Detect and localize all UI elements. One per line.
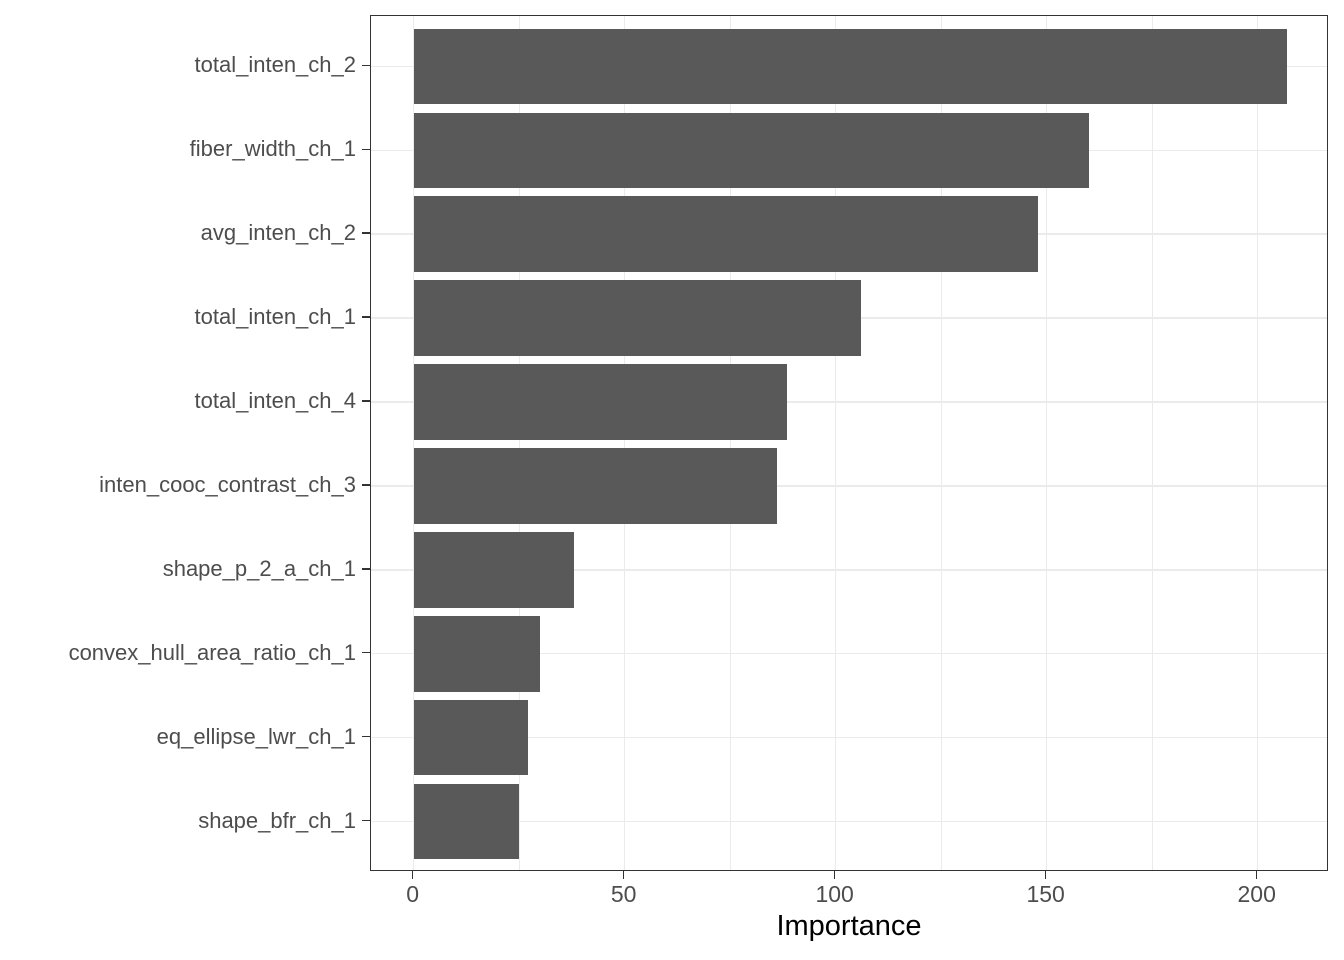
x-axis-tick-label: 50 xyxy=(610,881,637,907)
x-minor-gridline xyxy=(518,16,520,870)
y-major-gridline xyxy=(371,485,1327,487)
x-tick-mark xyxy=(1255,871,1258,879)
y-axis-label-total_inten_ch_2: total_inten_ch_2 xyxy=(194,52,356,78)
bar-total_inten_ch_4 xyxy=(413,364,788,440)
y-major-gridline xyxy=(371,569,1327,571)
x-major-gridline xyxy=(834,16,837,870)
x-axis-title: Importance xyxy=(776,910,922,942)
y-axis-label-fiber_width_ch_1: fiber_width_ch_1 xyxy=(189,136,356,162)
x-tick-mark xyxy=(622,871,625,879)
y-tick-mark xyxy=(362,652,370,654)
y-axis-label-avg_inten_ch_2: avg_inten_ch_2 xyxy=(200,220,356,246)
y-major-gridline xyxy=(371,653,1327,655)
y-tick-mark xyxy=(362,819,370,822)
bar-shape_p_2_a_ch_1 xyxy=(413,532,574,608)
y-axis-label-total_inten_ch_1: total_inten_ch_1 xyxy=(194,304,356,330)
y-major-gridline xyxy=(371,820,1327,823)
y-tick-mark xyxy=(362,568,370,570)
bar-eq_ellipse_lwr_ch_1 xyxy=(413,699,528,776)
x-axis-tick-label: 100 xyxy=(815,881,854,907)
y-tick-mark xyxy=(362,736,370,738)
bar-total_inten_ch_1 xyxy=(413,280,861,356)
x-major-gridline xyxy=(1045,16,1048,870)
y-axis-label-shape_bfr_ch_1: shape_bfr_ch_1 xyxy=(198,807,356,833)
y-tick-mark xyxy=(362,484,370,486)
x-axis-tick-label: 200 xyxy=(1237,881,1276,907)
bar-avg_inten_ch_2 xyxy=(413,196,1039,272)
plot-panel xyxy=(370,15,1328,871)
y-major-gridline xyxy=(371,401,1327,403)
bar-inten_cooc_contrast_ch_3 xyxy=(413,448,777,524)
x-minor-gridline xyxy=(1151,16,1153,870)
bar-convex_hull_area_ratio_ch_1 xyxy=(413,616,541,692)
x-tick-mark xyxy=(411,871,414,879)
x-minor-gridline xyxy=(940,16,942,870)
y-tick-mark xyxy=(362,64,370,67)
bar-shape_bfr_ch_1 xyxy=(413,783,520,860)
x-axis-tick-label: 0 xyxy=(406,881,420,907)
y-axis-label-shape_p_2_a_ch_1: shape_p_2_a_ch_1 xyxy=(162,555,356,581)
y-tick-mark xyxy=(362,232,370,234)
x-tick-mark xyxy=(833,871,836,879)
y-tick-mark xyxy=(362,400,370,402)
x-major-gridline xyxy=(1256,16,1259,870)
bar-total_inten_ch_2 xyxy=(413,28,1288,105)
bar-fiber_width_ch_1 xyxy=(413,112,1089,189)
x-major-gridline xyxy=(412,16,415,870)
y-tick-mark xyxy=(362,316,370,318)
x-minor-gridline xyxy=(729,16,731,870)
y-axis-label-inten_cooc_contrast_ch_3: inten_cooc_contrast_ch_3 xyxy=(99,471,356,497)
y-tick-mark xyxy=(362,148,370,150)
y-axis-label-eq_ellipse_lwr_ch_1: eq_ellipse_lwr_ch_1 xyxy=(156,723,356,749)
y-axis-label-total_inten_ch_4: total_inten_ch_4 xyxy=(194,388,356,414)
x-major-gridline xyxy=(623,16,626,870)
y-axis-label-convex_hull_area_ratio_ch_1: convex_hull_area_ratio_ch_1 xyxy=(68,639,356,665)
y-major-gridline xyxy=(371,737,1327,739)
x-tick-mark xyxy=(1044,871,1047,879)
x-axis-tick-label: 150 xyxy=(1026,881,1065,907)
